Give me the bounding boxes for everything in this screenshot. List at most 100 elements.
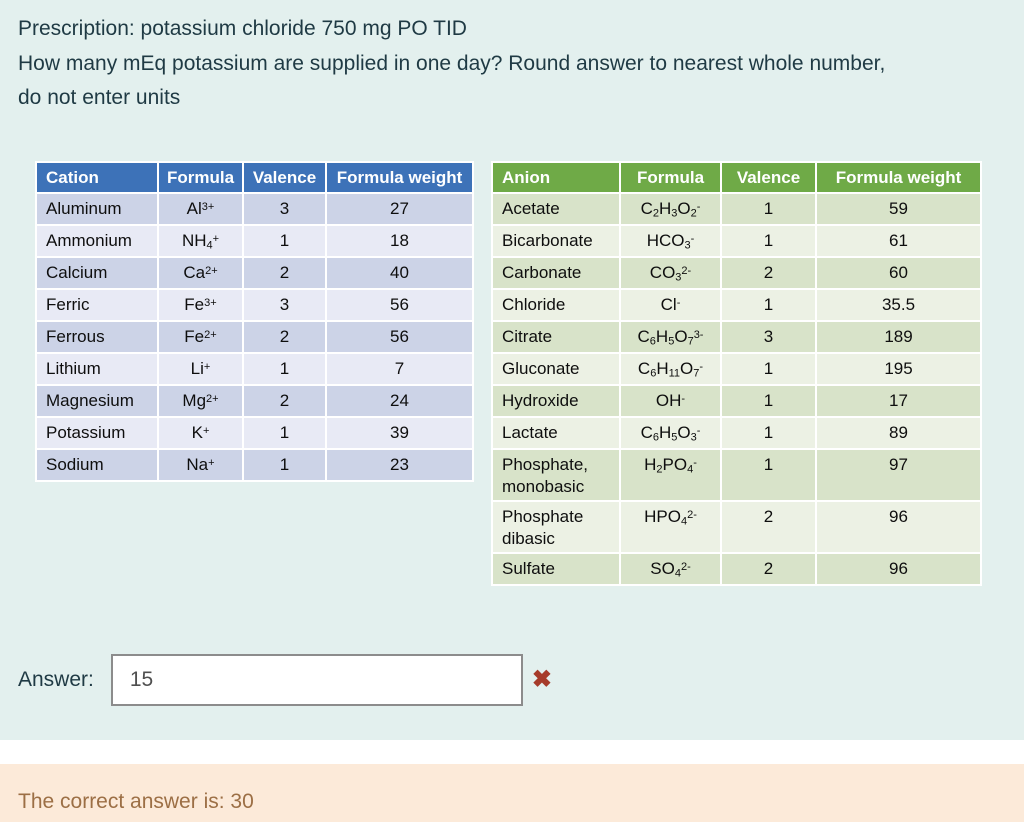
valence-cell: 1 [720, 352, 817, 386]
name-cell: Carbonate [491, 256, 621, 290]
weight-cell: 195 [815, 352, 982, 386]
name-cell: Phosphate, monobasic [491, 448, 621, 502]
valence-cell: 1 [720, 448, 817, 502]
formula-cell: K+ [157, 416, 244, 450]
name-cell: Hydroxide [491, 384, 621, 418]
valence-cell: 2 [720, 552, 817, 586]
feedback-bar: The correct answer is: 30 [0, 764, 1024, 822]
formula-cell: C6H11O7- [619, 352, 722, 386]
weight-cell: 17 [815, 384, 982, 418]
header-row: Cation Formula Valence Formula weight [35, 161, 474, 194]
name-cell: Lithium [35, 352, 159, 386]
formula-cell: CO32- [619, 256, 722, 290]
formula-cell: Fe2+ [157, 320, 244, 354]
name-cell: Ferrous [35, 320, 159, 354]
valence-cell: 2 [720, 256, 817, 290]
valence-cell: 2 [720, 500, 817, 554]
formula-cell: Fe3+ [157, 288, 244, 322]
question-line: How many mEq potassium are supplied in o… [18, 51, 886, 75]
valence-cell: 3 [720, 320, 817, 354]
weight-cell: 56 [325, 320, 474, 354]
table-row: Carbonate CO32- 2 60 [491, 256, 982, 290]
formula-cell: HCO3- [619, 224, 722, 258]
valence-cell: 1 [720, 416, 817, 450]
valence-cell: 3 [242, 288, 327, 322]
reference-tables: Cation Formula Valence Formula weight Alumin… [35, 161, 982, 586]
formula-cell: C2H3O2- [619, 192, 722, 226]
weight-cell: 23 [325, 448, 474, 482]
weight-cell: 59 [815, 192, 982, 226]
formula-cell: Ca2+ [157, 256, 244, 290]
name-cell: Ferric [35, 288, 159, 322]
formula-cell: HPO42- [619, 500, 722, 554]
valence-cell: 1 [720, 224, 817, 258]
weight-cell: 40 [325, 256, 474, 290]
formula-cell: NH4+ [157, 224, 244, 258]
name-cell: Lactate [491, 416, 621, 450]
column-header: Formula weight [325, 161, 474, 194]
weight-cell: 89 [815, 416, 982, 450]
name-cell: Phosphate dibasic [491, 500, 621, 554]
cation-table: Cation Formula Valence Formula weight Alumin… [35, 161, 474, 482]
valence-cell: 1 [242, 352, 327, 386]
answer-section: Answer: ✖ [18, 654, 552, 706]
answer-label: Answer: [18, 668, 94, 691]
table-row: Acetate C2H3O2- 1 59 [491, 192, 982, 226]
weight-cell: 24 [325, 384, 474, 418]
table-row: Ferric Fe3+ 3 56 [35, 288, 474, 322]
table-row: Phosphate, monobasic H2PO4- 1 97 [491, 448, 982, 502]
name-cell: Citrate [491, 320, 621, 354]
weight-cell: 61 [815, 224, 982, 258]
table-row: Sodium Na+ 1 23 [35, 448, 474, 482]
formula-cell: SO42- [619, 552, 722, 586]
formula-cell: Al3+ [157, 192, 244, 226]
table-row: Ferrous Fe2+ 2 56 [35, 320, 474, 354]
formula-cell: C6H5O3- [619, 416, 722, 450]
weight-cell: 189 [815, 320, 982, 354]
valence-cell: 1 [242, 224, 327, 258]
weight-cell: 96 [815, 500, 982, 554]
formula-cell: H2PO4- [619, 448, 722, 502]
feedback-text: The correct answer is: 30 [18, 790, 254, 813]
name-cell: Calcium [35, 256, 159, 290]
weight-cell: 96 [815, 552, 982, 586]
column-header: Valence [720, 161, 817, 194]
name-cell: Sulfate [491, 552, 621, 586]
valence-cell: 2 [242, 384, 327, 418]
anion-table: Anion Formula Valence Formula weight Acetate… [491, 161, 982, 586]
formula-cell: Mg2+ [157, 384, 244, 418]
weight-cell: 39 [325, 416, 474, 450]
name-cell: Bicarbonate [491, 224, 621, 258]
table-row: Phosphate dibasic HPO42- 2 96 [491, 500, 982, 554]
weight-cell: 7 [325, 352, 474, 386]
formula-cell: Na+ [157, 448, 244, 482]
table-row: Hydroxide OH- 1 17 [491, 384, 982, 418]
table-row: Potassium K+ 1 39 [35, 416, 474, 450]
name-cell: Gluconate [491, 352, 621, 386]
weight-cell: 27 [325, 192, 474, 226]
answer-input[interactable] [110, 654, 523, 706]
table-row: Lithium Li+ 1 7 [35, 352, 474, 386]
name-cell: Acetate [491, 192, 621, 226]
column-header: Valence [242, 161, 327, 194]
table-row: Chloride Cl- 1 35.5 [491, 288, 982, 322]
column-header: Cation [35, 161, 159, 194]
name-cell: Aluminum [35, 192, 159, 226]
formula-cell: C6H5O73- [619, 320, 722, 354]
column-header: Formula [619, 161, 722, 194]
table-row: Gluconate C6H11O7- 1 195 [491, 352, 982, 386]
table-row: Calcium Ca2+ 2 40 [35, 256, 474, 290]
valence-cell: 1 [720, 384, 817, 418]
valence-cell: 1 [242, 416, 327, 450]
weight-cell: 60 [815, 256, 982, 290]
table-row: Aluminum Al3+ 3 27 [35, 192, 474, 226]
table-row: Lactate C6H5O3- 1 89 [491, 416, 982, 450]
incorrect-icon: ✖ [531, 666, 552, 693]
valence-cell: 2 [242, 320, 327, 354]
divider-strip [0, 740, 1024, 764]
weight-cell: 56 [325, 288, 474, 322]
name-cell: Magnesium [35, 384, 159, 418]
table-row: Citrate C6H5O73- 3 189 [491, 320, 982, 354]
question-text: Prescription: potassium chloride 750 mg … [18, 12, 885, 116]
